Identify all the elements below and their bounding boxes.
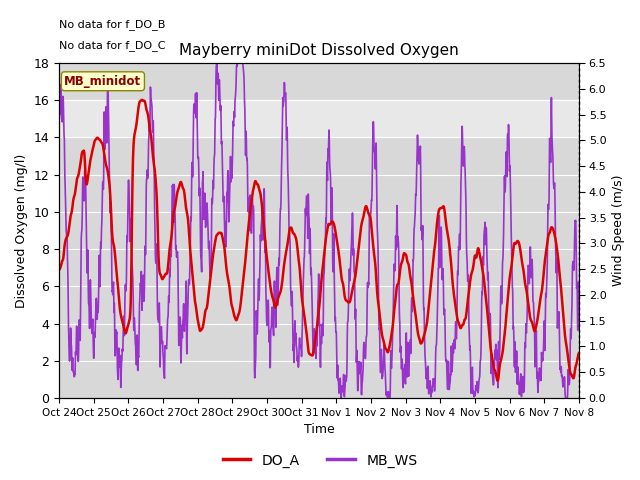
DO_A xyxy=(561,326,568,332)
Y-axis label: Wind Speed (m/s): Wind Speed (m/s) xyxy=(612,175,625,286)
MB_WS xyxy=(560,380,568,385)
MB_WS xyxy=(308,302,316,308)
MB_WS xyxy=(563,395,570,401)
Line: DO_A: DO_A xyxy=(59,100,579,381)
DO_A xyxy=(294,255,302,261)
DO_A xyxy=(575,350,583,356)
MB_WS xyxy=(465,299,472,304)
DO_A xyxy=(55,267,63,273)
MB_WS xyxy=(55,117,63,123)
Title: Mayberry miniDot Dissolved Oxygen: Mayberry miniDot Dissolved Oxygen xyxy=(179,43,459,58)
Y-axis label: Dissolved Oxygen (mg/l): Dissolved Oxygen (mg/l) xyxy=(15,154,28,308)
DO_A xyxy=(560,323,568,329)
Text: MB_minidot: MB_minidot xyxy=(65,75,141,88)
DO_A xyxy=(465,290,472,296)
DO_A xyxy=(308,353,316,359)
MB_WS xyxy=(560,383,568,388)
DO_A xyxy=(82,175,90,181)
Text: No data for f_DO_C: No data for f_DO_C xyxy=(59,40,166,50)
DO_A xyxy=(138,97,146,103)
DO_A xyxy=(493,378,501,384)
MB_WS xyxy=(82,183,90,189)
MB_WS xyxy=(575,323,583,328)
MB_WS xyxy=(234,60,242,66)
Bar xyxy=(59,100,579,137)
X-axis label: Time: Time xyxy=(304,423,335,436)
MB_WS xyxy=(294,364,302,370)
Line: MB_WS: MB_WS xyxy=(59,63,579,398)
Legend: DO_A, MB_WS: DO_A, MB_WS xyxy=(217,448,423,473)
Text: No data for f_DO_B: No data for f_DO_B xyxy=(59,20,166,30)
